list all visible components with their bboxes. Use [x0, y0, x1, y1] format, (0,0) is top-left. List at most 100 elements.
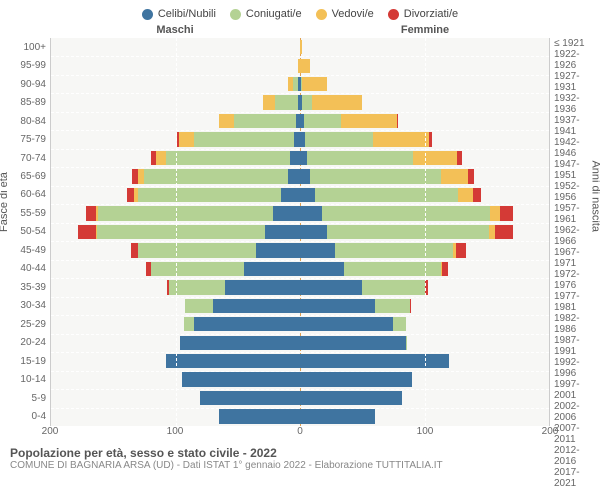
bar-segment: [300, 299, 375, 313]
pyramid-row: [51, 352, 549, 370]
bar-segment: [184, 317, 194, 331]
bar-segment: [300, 280, 362, 294]
year-tick: 1977-1981: [550, 291, 600, 313]
pyramid-row: [51, 407, 549, 425]
bar-segment: [473, 188, 480, 202]
bar-segment: [185, 299, 212, 313]
bar-segment: [300, 59, 310, 73]
bar-segment: [138, 188, 281, 202]
bar-segment: [288, 169, 300, 183]
bar-segment: [327, 225, 489, 239]
pyramid-row: [51, 93, 549, 111]
pyramid-row: [51, 241, 549, 259]
pyramid-row: [51, 278, 549, 296]
pyramid-row: [51, 149, 549, 167]
age-tick: 30-34: [0, 297, 50, 315]
year-tick: 1922-1926: [550, 49, 600, 71]
age-tick: 5-9: [0, 389, 50, 407]
age-tick: 85-89: [0, 93, 50, 111]
bar-segment: [300, 188, 315, 202]
bar-segment: [442, 262, 448, 276]
x-tick: 200: [542, 426, 559, 437]
bar-segment: [300, 40, 302, 54]
year-tick: 1997-2001: [550, 379, 600, 401]
year-tick: 2017-2021: [550, 467, 600, 489]
age-tick: 70-74: [0, 149, 50, 167]
bar-rows: [51, 38, 549, 426]
legend-dot: [142, 9, 153, 20]
age-tick: 55-59: [0, 204, 50, 222]
legend-dot: [316, 9, 327, 20]
bar-segment: [344, 262, 441, 276]
bar-segment: [290, 151, 300, 165]
pyramid-row: [51, 260, 549, 278]
bar-segment: [310, 169, 441, 183]
bar-segment: [156, 151, 166, 165]
bar-segment: [300, 225, 327, 239]
x-axis: 2001000100200: [50, 426, 550, 440]
bar-segment: [307, 151, 413, 165]
bar-segment: [169, 280, 225, 294]
bar-segment: [300, 354, 449, 368]
year-axis: ≤ 19211922-19261927-19311932-19361937-19…: [550, 38, 600, 426]
legend-dot: [230, 9, 241, 20]
bar-segment: [234, 114, 296, 128]
bar-segment: [86, 206, 96, 220]
chart-title: Popolazione per età, sesso e stato civil…: [10, 446, 590, 460]
bar-segment: [256, 243, 300, 257]
pyramid-row: [51, 167, 549, 185]
year-tick: 1992-1996: [550, 357, 600, 379]
bar-segment: [127, 188, 134, 202]
bar-segment: [265, 225, 300, 239]
bar-segment: [304, 114, 341, 128]
age-tick: 80-84: [0, 112, 50, 130]
bar-segment: [413, 151, 457, 165]
bar-segment: [200, 391, 300, 405]
age-tick: 95-99: [0, 56, 50, 74]
bar-segment: [219, 409, 300, 423]
pyramid-row: [51, 112, 549, 130]
bar-segment: [263, 95, 275, 109]
bar-segment: [180, 336, 300, 350]
bar-segment: [225, 280, 300, 294]
year-tick: 1982-1986: [550, 313, 600, 335]
bar-segment: [300, 243, 335, 257]
year-tick: 1967-1971: [550, 247, 600, 269]
pyramid-row: [51, 204, 549, 222]
bar-segment: [335, 243, 453, 257]
legend-item: Coniugati/e: [230, 8, 302, 20]
bar-segment: [281, 188, 300, 202]
bar-segment: [78, 225, 95, 239]
bar-segment: [456, 243, 466, 257]
bar-segment: [300, 336, 406, 350]
bar-segment: [312, 95, 362, 109]
legend-item: Divorziati/e: [388, 8, 458, 20]
age-tick: 0-4: [0, 407, 50, 425]
x-tick: 200: [42, 426, 59, 437]
pyramid-row: [51, 75, 549, 93]
bar-segment: [273, 206, 300, 220]
year-tick: 1957-1961: [550, 203, 600, 225]
pyramid-row: [51, 56, 549, 74]
bar-segment: [244, 262, 300, 276]
bar-segment: [315, 188, 458, 202]
age-tick: 25-29: [0, 315, 50, 333]
legend-label: Coniugati/e: [246, 8, 302, 20]
bar-segment: [213, 299, 300, 313]
legend-item: Vedovi/e: [316, 8, 374, 20]
age-tick: 15-19: [0, 352, 50, 370]
pyramid-row: [51, 223, 549, 241]
age-tick: 90-94: [0, 75, 50, 93]
legend-label: Celibi/Nubili: [158, 8, 216, 20]
bar-segment: [458, 188, 473, 202]
bar-segment: [341, 114, 397, 128]
pyramid-row: [51, 315, 549, 333]
bar-segment: [300, 372, 412, 386]
bar-segment: [362, 280, 424, 294]
header-female: Femmine: [300, 24, 550, 36]
bar-segment: [300, 317, 393, 331]
year-tick: 1927-1931: [550, 71, 600, 93]
age-tick: 100+: [0, 38, 50, 56]
bar-segment: [194, 317, 300, 331]
chart-subtitle: COMUNE DI BAGNARIA ARSA (UD) - Dati ISTA…: [10, 460, 590, 471]
